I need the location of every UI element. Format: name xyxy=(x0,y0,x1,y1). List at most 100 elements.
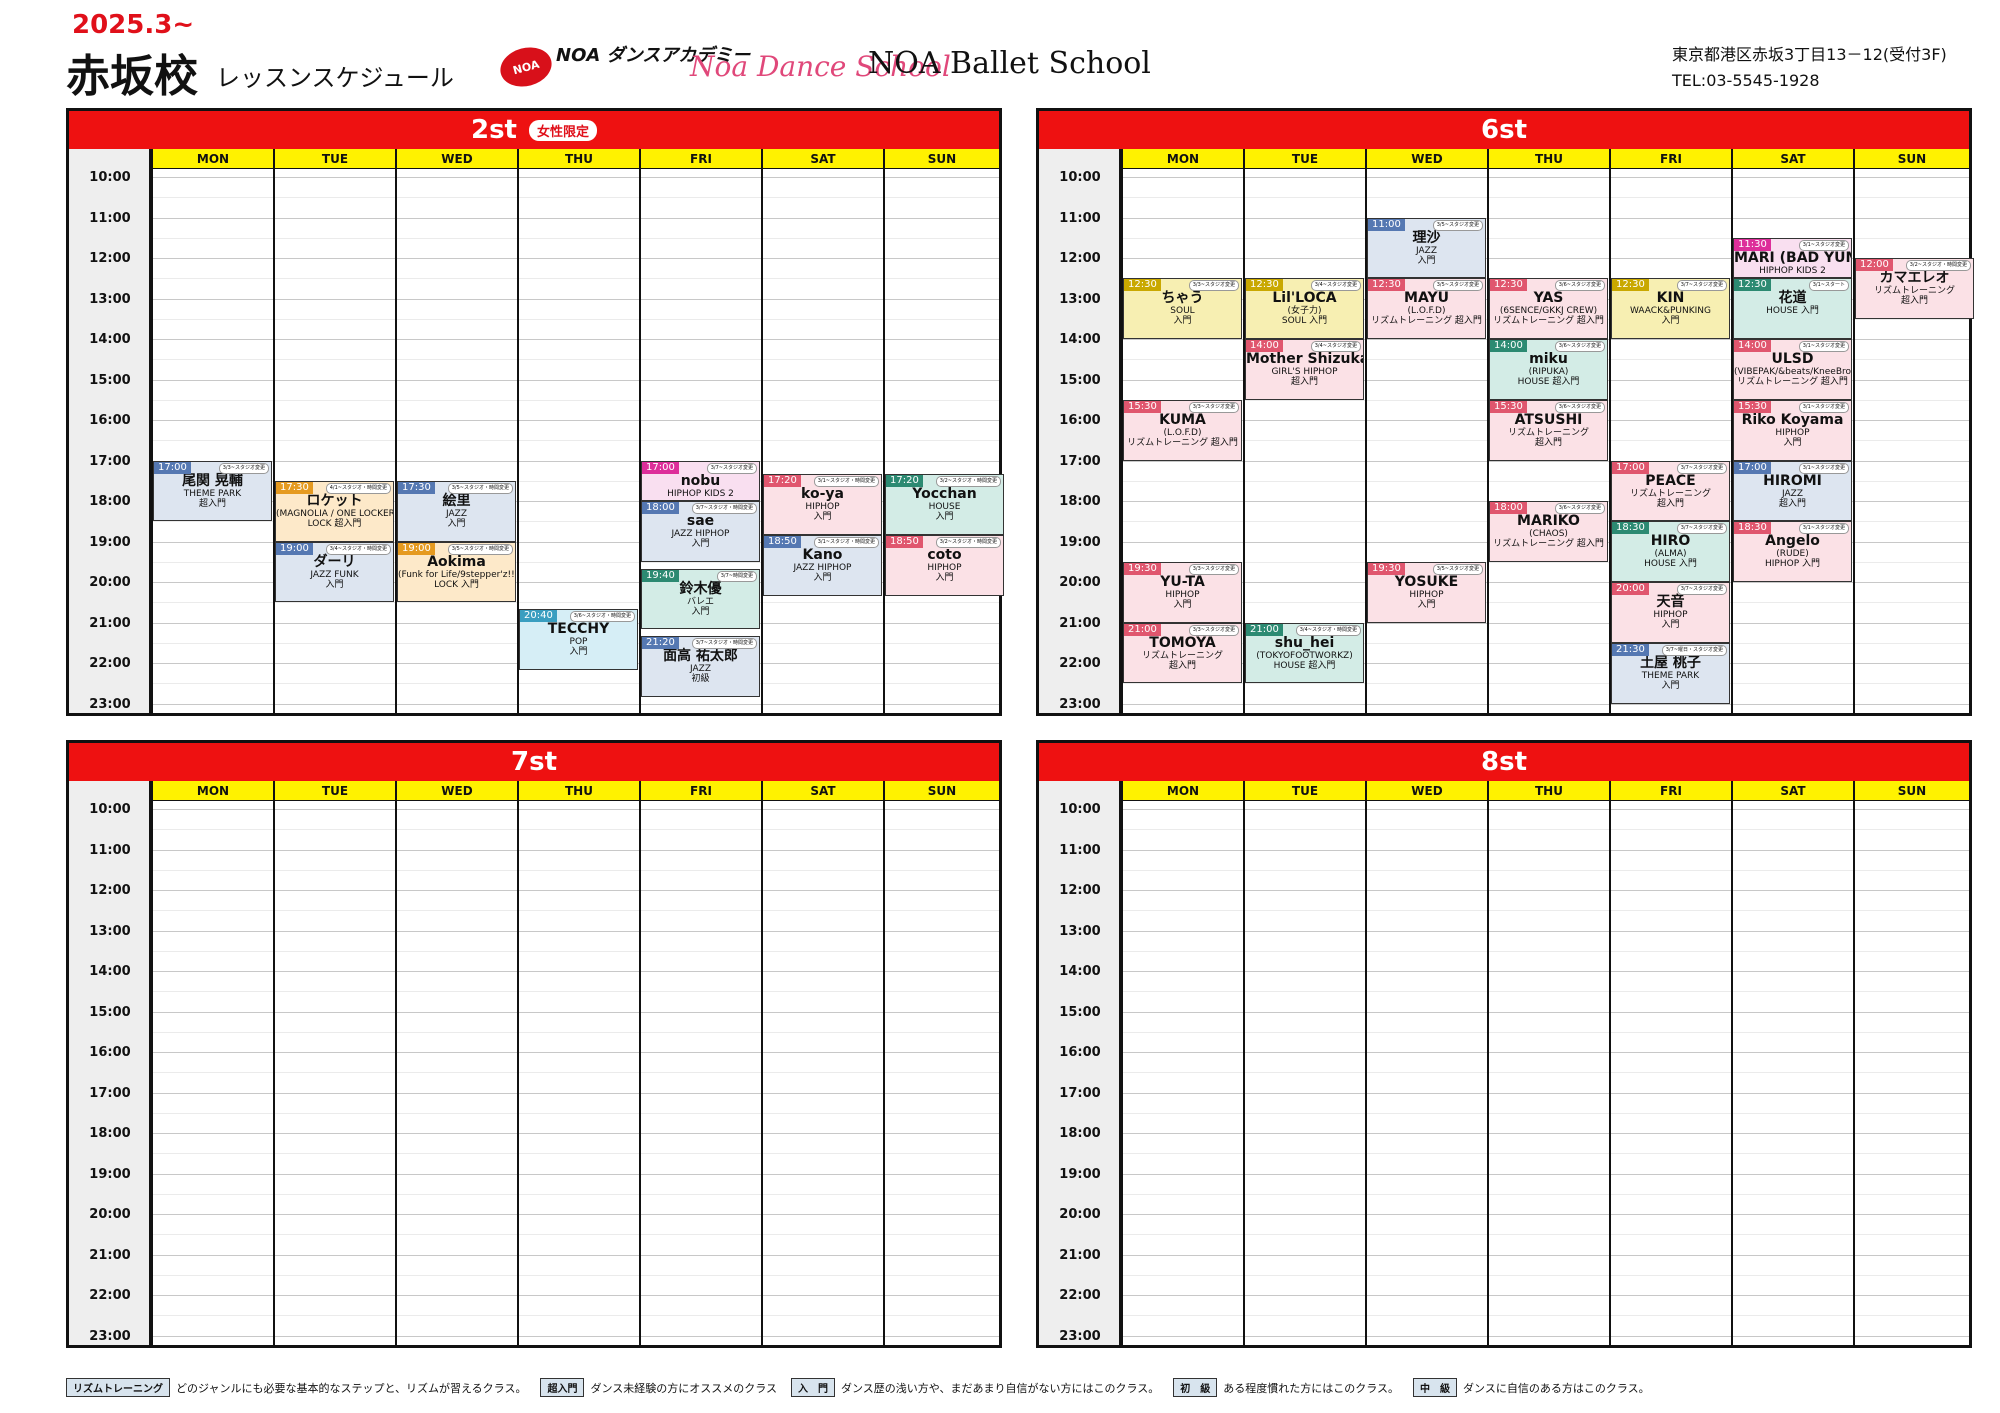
lesson-card[interactable]: 21:20 3/7~スタジオ・時間変更 面高 祐太郎 JAZZ 初級 xyxy=(641,636,760,697)
day-header-mon: MON xyxy=(151,149,273,169)
lesson-genre: HIPHOP KIDS 2 xyxy=(667,488,734,499)
time-label: 11:00 xyxy=(89,210,131,226)
lesson-card[interactable]: 21:30 3/7~曜日・スタジオ変更 土屋 桃子 THEME PARK 入門 xyxy=(1611,642,1730,704)
day-column xyxy=(761,801,883,1345)
half-hour-gridline xyxy=(151,869,999,871)
day-header-sat: SAT xyxy=(761,149,883,169)
lesson-card[interactable]: 12:30 3/5~スタジオ変更 MAYU (L.O.F.D) リズムトレーニング 超入… xyxy=(1367,278,1486,339)
lesson-card[interactable]: 18:50 3/1~スタジオ・時間変更 Kano JAZZ HIPHOP 入門 xyxy=(763,534,882,596)
lesson-genre: (Funk for Life/9stepper'z!!) xyxy=(398,569,516,580)
day-header-wed: WED xyxy=(395,781,517,801)
lesson-genre: JAZZ FUNK xyxy=(310,569,359,580)
lesson-card[interactable]: 12:30 3/1~スタート 花道 HOUSE 入門 xyxy=(1733,278,1852,339)
lesson-card[interactable]: 12:30 3/3~スタジオ変更 ちゃう SOUL 入門 xyxy=(1123,278,1242,339)
lesson-time: 21:20 xyxy=(642,637,679,649)
lesson-card[interactable]: 12:30 3/7~スタジオ変更 KIN WAACK&PUNKING 入門 xyxy=(1611,278,1730,339)
hour-gridline xyxy=(151,298,999,300)
lesson-time: 17:00 xyxy=(154,461,191,474)
lesson-genre: リズムトレーニング xyxy=(1507,427,1589,438)
half-hour-gridline xyxy=(151,829,999,831)
instructor-name: MAYU xyxy=(1404,290,1449,307)
day-column xyxy=(1731,801,1853,1345)
time-label: 10:00 xyxy=(89,170,131,185)
lesson-genre: HOUSE 入門 xyxy=(1766,306,1819,317)
legend-tag: 中 級 xyxy=(1413,1378,1458,1397)
hour-gridline xyxy=(1121,217,1969,219)
hour-gridline xyxy=(151,849,999,851)
instructor-name: MARI (BAD YUM) xyxy=(1734,249,1851,266)
hour-gridline xyxy=(151,1214,999,1215)
lesson-card[interactable]: 19:40 3/7~時間変更 鈴木優 バレエ 入門 xyxy=(641,568,760,630)
lesson-genre: (L.O.F.D) xyxy=(1407,306,1446,317)
lesson-level: 超入門 xyxy=(1290,377,1318,387)
lesson-change-note: 3/2~スタジオ・時間変更 xyxy=(1905,260,1971,271)
hour-gridline xyxy=(151,258,999,259)
lesson-card[interactable]: 17:30 4/1~スタジオ・時間変更 ロケット (MAGNOLIA / ONE LO… xyxy=(275,480,394,542)
lesson-card[interactable]: 14:00 3/6~スタジオ変更 miku (RIPUKA) HOUSE 超入門 xyxy=(1489,339,1608,400)
lesson-card[interactable]: 11:00 3/5~スタジオ変更 理沙 JAZZ 入門 xyxy=(1367,217,1486,279)
lesson-card[interactable]: 21:00 3/4~スタジオ・時間変更 shu_hei (TOKYOFOOTWORKZ… xyxy=(1245,622,1364,684)
lesson-card[interactable]: 12:30 3/6~スタジオ変更 YAS (6SENCE/GKKJ CREW) リズムト… xyxy=(1489,278,1608,339)
lesson-card[interactable]: 19:00 3/5~スタジオ・時間変更 Aokima (Funk for Life/9… xyxy=(397,541,516,603)
day-column xyxy=(151,801,273,1345)
time-label: 12:00 xyxy=(89,251,131,266)
lesson-level: HOUSE 入門 xyxy=(1644,559,1697,570)
lesson-card[interactable]: 15:30 3/1~スタジオ変更 Riko Koyama HIPHOP 入門 xyxy=(1733,399,1852,461)
lesson-card[interactable]: 17:00 3/7~スタジオ変更 nobu HIPHOP KIDS 2 xyxy=(641,460,760,501)
lesson-card[interactable]: 17:20 3/2~スタジオ・時間変更 Yocchan HOUSE 入門 xyxy=(885,474,1004,535)
lesson-genre: リズムトレーニング xyxy=(1873,286,1955,296)
lesson-change-note: 3/1~スタート xyxy=(1808,280,1849,292)
lesson-card[interactable]: 19:00 3/4~スタジオ・時間変更 ダーリ JAZZ FUNK 入門 xyxy=(275,541,394,603)
hour-gridline xyxy=(151,809,999,810)
lesson-card[interactable]: 17:00 3/7~スタジオ変更 PEACE リズムトレーニング 超入門 xyxy=(1611,460,1730,522)
lesson-card[interactable]: 17:00 3/3~スタジオ変更 尾関 晃輔 THEME PARK 超入門 xyxy=(153,460,272,522)
lesson-level: 超入門 xyxy=(1656,498,1684,509)
lesson-card[interactable]: 18:30 3/7~スタジオ変更 HIRO (ALMA) HOUSE 入門 xyxy=(1611,521,1730,582)
day-column xyxy=(883,169,999,713)
time-label: 17:00 xyxy=(1059,453,1101,469)
lesson-time: 21:30 xyxy=(1612,643,1649,656)
instructor-name: HIRO xyxy=(1650,533,1691,550)
instructor-name: TOMOYA xyxy=(1149,634,1216,651)
lesson-card[interactable]: 20:00 3/7~スタジオ変更 天音 HIPHOP 入門 xyxy=(1611,582,1730,643)
lesson-card[interactable]: 17:20 3/1~スタジオ・時間変更 ko-ya HIPHOP 入門 xyxy=(763,474,882,535)
lesson-card[interactable]: 18:00 3/7~スタジオ・時間変更 sae JAZZ HIPHOP 入門 xyxy=(641,501,760,562)
lesson-card[interactable]: 15:30 3/6~スタジオ変更 ATSUSHI リズムトレーニング 超入門 xyxy=(1489,399,1608,461)
lesson-card[interactable]: 14:00 3/4~スタジオ変更 Mother Shizuka GIRL'S HIPH… xyxy=(1245,339,1364,400)
instructor-name: coto xyxy=(927,546,962,563)
lesson-card[interactable]: 18:00 3/6~スタジオ変更 MARIKO (CHAOS) リズムトレーニング 超入… xyxy=(1489,501,1608,562)
lesson-card[interactable]: 17:30 3/5~スタジオ・時間変更 絵里 JAZZ 入門 xyxy=(397,480,516,542)
lesson-card[interactable]: 18:50 3/2~スタジオ・時間変更 coto HIPHOP 入門 xyxy=(885,534,1004,596)
hour-gridline xyxy=(1121,1011,1969,1013)
noa-dance-academy-logo: NOA xyxy=(495,41,557,93)
hour-gridline xyxy=(151,703,999,705)
lesson-card[interactable]: 20:40 3/6~スタジオ・時間変更 TECCHY POP 入門 xyxy=(519,609,638,670)
lesson-card[interactable]: 21:00 3/3~スタジオ変更 TOMOYA リズムトレーニング 超入門 xyxy=(1123,622,1242,684)
instructor-name: Lil'LOCA xyxy=(1272,290,1337,307)
lesson-genre: (MAGNOLIA / ONE LOCKERS) xyxy=(276,508,394,519)
lesson-card[interactable]: 15:30 3/3~スタジオ変更 KUMA (L.O.F.D) リズムトレーニング 超入… xyxy=(1123,399,1242,461)
instructor-name: YU-TA xyxy=(1160,573,1205,590)
lesson-card[interactable]: 12:00 3/2~スタジオ・時間変更 カマエレオ リズムトレーニング 超入門 xyxy=(1855,258,1974,319)
time-label: 16:00 xyxy=(89,413,131,428)
instructor-name: nobu xyxy=(680,472,721,489)
half-hour-gridline xyxy=(151,359,999,361)
lesson-card[interactable]: 17:00 3/1~スタジオ変更 HIROMI JAZZ 超入門 xyxy=(1733,460,1852,522)
lesson-time: 11:00 xyxy=(1368,218,1405,231)
lesson-time: 15:30 xyxy=(1124,400,1161,413)
instructor-name: Yocchan xyxy=(912,486,977,502)
lesson-card[interactable]: 14:00 3/1~スタジオ変更 ULSD (VIBEPAK/&beats/KneeB… xyxy=(1733,339,1852,400)
studio-panel: 7st 10:00 11:00 12:00 13:00 14:00 15:00 16:00 17… xyxy=(66,740,1002,1348)
day-column xyxy=(1243,169,1365,713)
lesson-card[interactable]: 19:30 3/3~スタジオ変更 YU-TA HIPHOP 入門 xyxy=(1123,561,1242,623)
lesson-card[interactable]: 19:30 3/5~スタジオ変更 YOSUKE HIPHOP 入門 xyxy=(1367,561,1486,623)
lesson-genre: (VIBEPAK/&beats/KneeBro/humo) xyxy=(1734,367,1852,377)
lesson-card[interactable]: 12:30 3/4~スタジオ変更 Lil'LOCA (女子力) SOUL 入門 xyxy=(1245,278,1364,339)
hour-gridline xyxy=(1121,1295,1969,1296)
legend-text: どのジャンルにも必要な基本的なステップと、リズムが習えるクラス。 xyxy=(176,1381,527,1395)
lesson-time: 19:00 xyxy=(398,542,435,555)
hour-gridline xyxy=(1121,1133,1969,1134)
lesson-card[interactable]: 18:30 3/1~スタジオ変更 Angelo (RUDE) HIPHOP 入門 xyxy=(1733,521,1852,582)
half-hour-gridline xyxy=(1121,642,1969,644)
